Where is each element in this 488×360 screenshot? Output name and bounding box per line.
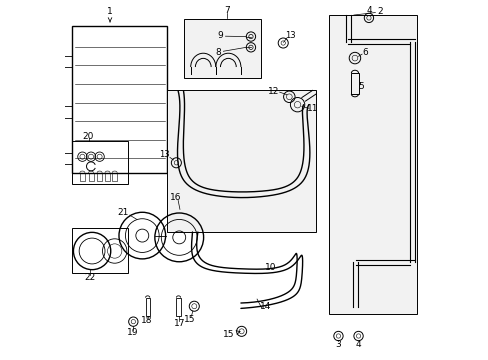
Bar: [88, 173, 93, 181]
Text: 17: 17: [173, 319, 184, 328]
Text: 18: 18: [141, 316, 152, 325]
Text: 20: 20: [82, 132, 94, 141]
Text: 13: 13: [285, 31, 295, 40]
Bar: [351, 73, 358, 94]
Bar: [64, 106, 72, 118]
Bar: [328, 15, 416, 315]
Bar: [105, 173, 110, 181]
Bar: [183, 19, 260, 78]
Text: 19: 19: [126, 328, 138, 337]
Text: 4: 4: [366, 6, 371, 15]
Text: 13: 13: [159, 150, 170, 159]
Bar: [64, 56, 72, 67]
Text: 3: 3: [335, 341, 341, 350]
Bar: [112, 173, 117, 181]
Text: 4: 4: [355, 341, 361, 350]
Bar: [176, 298, 180, 316]
Text: 14: 14: [259, 302, 270, 311]
Text: 10: 10: [264, 264, 276, 273]
Text: 7: 7: [224, 6, 230, 15]
Text: 12: 12: [268, 86, 279, 95]
Bar: [97, 173, 102, 181]
Text: 8: 8: [215, 48, 221, 57]
Text: 22: 22: [84, 273, 95, 282]
Text: 15: 15: [222, 330, 240, 339]
Text: 15: 15: [184, 315, 195, 324]
Bar: [72, 26, 167, 173]
Bar: [72, 228, 128, 273]
Text: 2: 2: [376, 7, 382, 16]
Bar: [145, 298, 149, 316]
Text: 6: 6: [362, 48, 368, 57]
Bar: [72, 140, 128, 184]
Text: 16: 16: [169, 193, 181, 202]
Text: 1: 1: [107, 7, 113, 22]
Bar: [167, 90, 316, 232]
Text: 5: 5: [357, 82, 363, 91]
Bar: [80, 173, 85, 181]
Text: 9: 9: [217, 31, 223, 40]
Bar: [64, 153, 72, 164]
Text: 21: 21: [117, 208, 128, 217]
Text: 11: 11: [306, 104, 318, 113]
